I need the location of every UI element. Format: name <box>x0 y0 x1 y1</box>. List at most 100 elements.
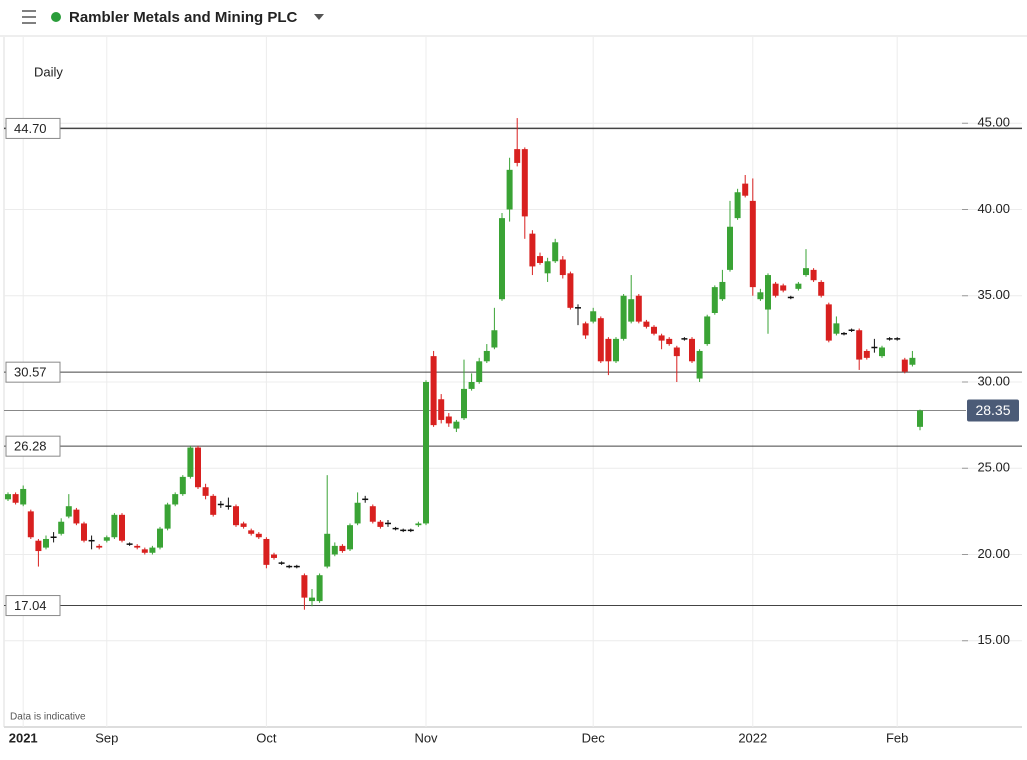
candle-body <box>476 361 483 382</box>
candle-body <box>909 357 916 365</box>
candle-body <box>430 356 437 426</box>
candle-body <box>917 410 923 427</box>
candle-body <box>658 335 665 341</box>
candle-body <box>483 350 490 362</box>
candle-body <box>255 533 262 538</box>
candle-body <box>126 543 133 545</box>
candle-body <box>316 575 323 602</box>
candle-body <box>400 529 407 532</box>
candle-body <box>871 346 878 349</box>
candle-body <box>772 283 779 296</box>
candle-body <box>590 311 597 322</box>
candle-body <box>5 494 11 500</box>
candle-body <box>438 399 445 420</box>
candle-body <box>673 347 680 357</box>
candle-body <box>559 259 566 276</box>
candle-body <box>331 545 338 555</box>
candle-body <box>863 350 870 358</box>
candle-body <box>347 525 353 550</box>
candle-body <box>369 506 376 522</box>
candle-body <box>514 149 521 163</box>
candle-body <box>848 329 855 331</box>
x-tick-label: Oct <box>256 730 277 745</box>
candle-body <box>635 295 642 322</box>
candle-body <box>278 562 285 564</box>
candle-body <box>301 575 308 598</box>
candle-body <box>529 233 536 267</box>
candle-body <box>780 285 787 291</box>
candle-body <box>719 281 726 300</box>
candle-body <box>271 554 277 558</box>
candle-body <box>217 503 224 506</box>
candle-body <box>727 226 733 270</box>
candle-body <box>453 421 460 429</box>
candle-body <box>841 332 847 335</box>
level-box <box>5 595 61 617</box>
candle-body <box>103 537 110 541</box>
menu-icon[interactable] <box>22 10 36 24</box>
candle-body <box>81 523 87 541</box>
candle-body <box>248 530 255 534</box>
candle-body <box>901 359 908 372</box>
candle-body <box>567 273 574 308</box>
x-tick-label: Sep <box>95 730 118 745</box>
candle-body <box>544 261 551 274</box>
chart-title[interactable]: Rambler Metals and Mining PLC <box>69 9 298 26</box>
x-tick-label: 2022 <box>738 730 767 745</box>
level-label: 26.28 <box>14 439 47 454</box>
note: Data is indicative <box>10 712 86 723</box>
candle-body <box>803 268 809 276</box>
candle-body <box>894 338 901 340</box>
candle-body <box>620 295 627 339</box>
candle-body <box>202 487 209 496</box>
candle-body <box>491 330 498 348</box>
candle-body <box>179 476 186 495</box>
level-label: 17.04 <box>14 598 47 613</box>
x-tick-label: Dec <box>582 730 606 745</box>
candle-body <box>164 504 171 529</box>
y-tick-label: 25.00 <box>977 460 1010 475</box>
level-box <box>5 435 61 457</box>
candle-body <box>825 304 832 341</box>
candle-body <box>810 269 817 281</box>
candle-body <box>88 539 95 542</box>
candle-body <box>818 281 825 296</box>
candle-body <box>362 498 369 501</box>
candle-body <box>795 283 802 289</box>
level-label: 30.57 <box>14 365 47 380</box>
candle-body <box>575 307 581 309</box>
candle-body <box>119 514 125 541</box>
candle-body <box>879 347 885 357</box>
candle-body <box>377 521 384 527</box>
candle-body <box>537 256 543 263</box>
candle-body <box>696 350 703 379</box>
candle-body <box>582 323 589 336</box>
candle-body <box>499 218 505 300</box>
candle-body <box>233 506 239 526</box>
candle-body <box>339 545 346 552</box>
candle-body <box>354 502 361 524</box>
candle-body <box>597 318 604 362</box>
candle-body <box>309 597 315 602</box>
candle-body <box>856 330 863 360</box>
candle-body <box>240 523 247 527</box>
status-dot <box>51 12 61 22</box>
candle-body <box>643 321 650 327</box>
dropdown-caret[interactable] <box>314 14 324 20</box>
candle-body <box>445 416 452 424</box>
level-box <box>5 117 61 139</box>
y-tick-label: 40.00 <box>977 201 1010 216</box>
candle-body <box>461 388 467 419</box>
candle-body <box>27 511 34 538</box>
candle-body <box>385 522 391 525</box>
y-tick-label: 15.00 <box>977 632 1010 647</box>
candle-body <box>833 323 840 334</box>
candle-body <box>149 547 156 553</box>
candle-body <box>757 292 764 300</box>
candle-body <box>293 565 300 568</box>
x-tick-label: Nov <box>414 730 438 745</box>
candle-body <box>20 488 27 505</box>
